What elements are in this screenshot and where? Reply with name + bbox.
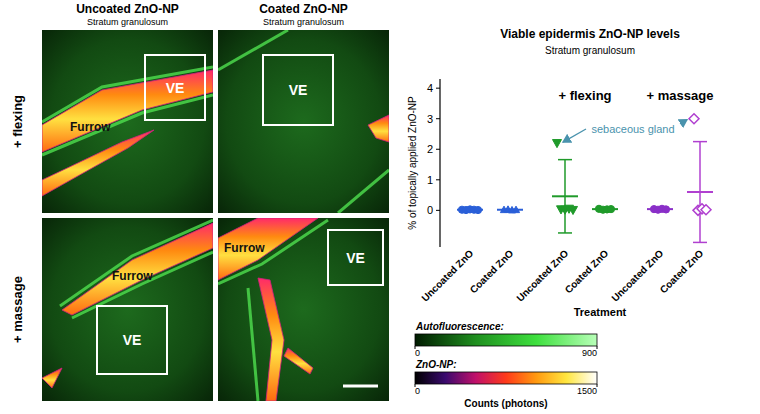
error-cap xyxy=(558,159,572,161)
annotation-arrow xyxy=(563,129,586,142)
tissue-edge xyxy=(338,170,389,213)
row-label: + flexing xyxy=(10,95,25,148)
error-cap xyxy=(693,141,707,143)
autofluorescence-background xyxy=(218,218,389,401)
data-point xyxy=(474,206,481,213)
x-tick-label: Uncoated ZnO xyxy=(514,247,570,303)
mean-line xyxy=(552,195,578,197)
zno-signal xyxy=(258,278,284,401)
ve-label: VE xyxy=(289,82,308,98)
furrow-label: Furrow xyxy=(224,241,265,255)
mean-line xyxy=(687,191,713,193)
figure: Uncoated ZnO-NPStratum granulosumCoated … xyxy=(0,0,760,414)
ve-box xyxy=(97,306,167,374)
colorbar xyxy=(415,372,597,384)
y-axis xyxy=(439,79,440,247)
scale-bar xyxy=(343,385,378,388)
data-point xyxy=(607,206,614,213)
row-label: + massage xyxy=(10,276,25,343)
colorbar-tick-label: 900 xyxy=(582,348,597,358)
furrow-label: Furrow xyxy=(70,120,111,134)
y-tick xyxy=(436,88,440,89)
y-tick xyxy=(436,210,440,211)
zno-signal xyxy=(368,115,389,142)
column-subtitle: Stratum granulosum xyxy=(263,17,344,27)
group-label: + flexing xyxy=(558,88,611,103)
x-tick-label: Coated ZnO xyxy=(468,247,516,295)
data-point xyxy=(701,205,711,215)
data-point xyxy=(689,114,699,124)
y-tick-label: 1 xyxy=(427,174,433,186)
zno-signal xyxy=(42,368,62,388)
ve-label: VE xyxy=(166,80,185,96)
error-cap xyxy=(558,232,572,234)
autofluorescence-background xyxy=(42,218,213,401)
x-tick-label: Uncoated ZnO xyxy=(419,247,475,303)
y-axis-label: % of topically applied ZnO-NP xyxy=(407,96,418,230)
annotation: sebaceous gland xyxy=(591,123,674,135)
zno-signal xyxy=(42,130,154,196)
y-tick xyxy=(436,118,440,119)
tissue-edge xyxy=(218,30,288,70)
x-tick-label: Uncoated ZnO xyxy=(609,247,665,303)
y-tick-label: 4 xyxy=(427,82,433,94)
micrograph xyxy=(218,218,389,401)
tissue-edge xyxy=(248,288,258,401)
error-cap xyxy=(693,242,707,244)
y-tick-label: 3 xyxy=(427,113,433,125)
x-tick-label: Coated ZnO xyxy=(563,247,611,295)
data-point xyxy=(662,206,669,213)
colorbar-label: ZnO-NP: xyxy=(415,359,457,370)
ve-box xyxy=(145,55,205,120)
data-point xyxy=(512,206,519,212)
colorbar-unit: Counts (photons) xyxy=(464,398,547,409)
column-subtitle: Stratum granulosum xyxy=(87,17,168,27)
x-tick-label: Coated ZnO xyxy=(658,247,706,295)
y-tick xyxy=(436,149,440,150)
y-tick-label: 0 xyxy=(427,204,433,216)
data-point xyxy=(569,206,578,214)
autofluorescence-background xyxy=(218,30,389,213)
marks xyxy=(457,114,713,243)
data-point xyxy=(553,140,562,148)
ve-label: VE xyxy=(346,250,365,266)
micrograph xyxy=(218,30,389,213)
column-title: Uncoated ZnO-NP xyxy=(76,2,179,16)
colorbar xyxy=(415,334,597,346)
colorbar-tick-label: 0 xyxy=(415,348,420,358)
zno-signal xyxy=(62,223,213,315)
chart-subtitle: Stratum granulosum xyxy=(545,45,635,56)
furrow-label: Furrow xyxy=(112,269,153,283)
micrograph xyxy=(42,218,213,401)
x-axis-label: Treatment xyxy=(574,306,627,318)
ve-box xyxy=(328,230,383,285)
colorbar-tick-label: 0 xyxy=(415,386,420,396)
autofluorescence-background xyxy=(42,30,213,213)
chart-title: Viable epidermis ZnO-NP levels xyxy=(500,27,680,41)
group-label: + massage xyxy=(647,88,714,103)
ve-label: VE xyxy=(123,332,142,348)
annotation-arrow xyxy=(680,120,687,124)
y-tick-label: 2 xyxy=(427,143,433,155)
zno-signal xyxy=(284,348,313,374)
y-tick xyxy=(436,179,440,180)
colorbar-label: Autofluorescence: xyxy=(415,321,504,332)
zno-signal xyxy=(218,218,318,280)
column-title: Coated ZnO-NP xyxy=(259,2,348,16)
ve-box xyxy=(263,55,333,125)
colorbar-tick-label: 1500 xyxy=(577,386,597,396)
micrograph xyxy=(42,30,213,213)
